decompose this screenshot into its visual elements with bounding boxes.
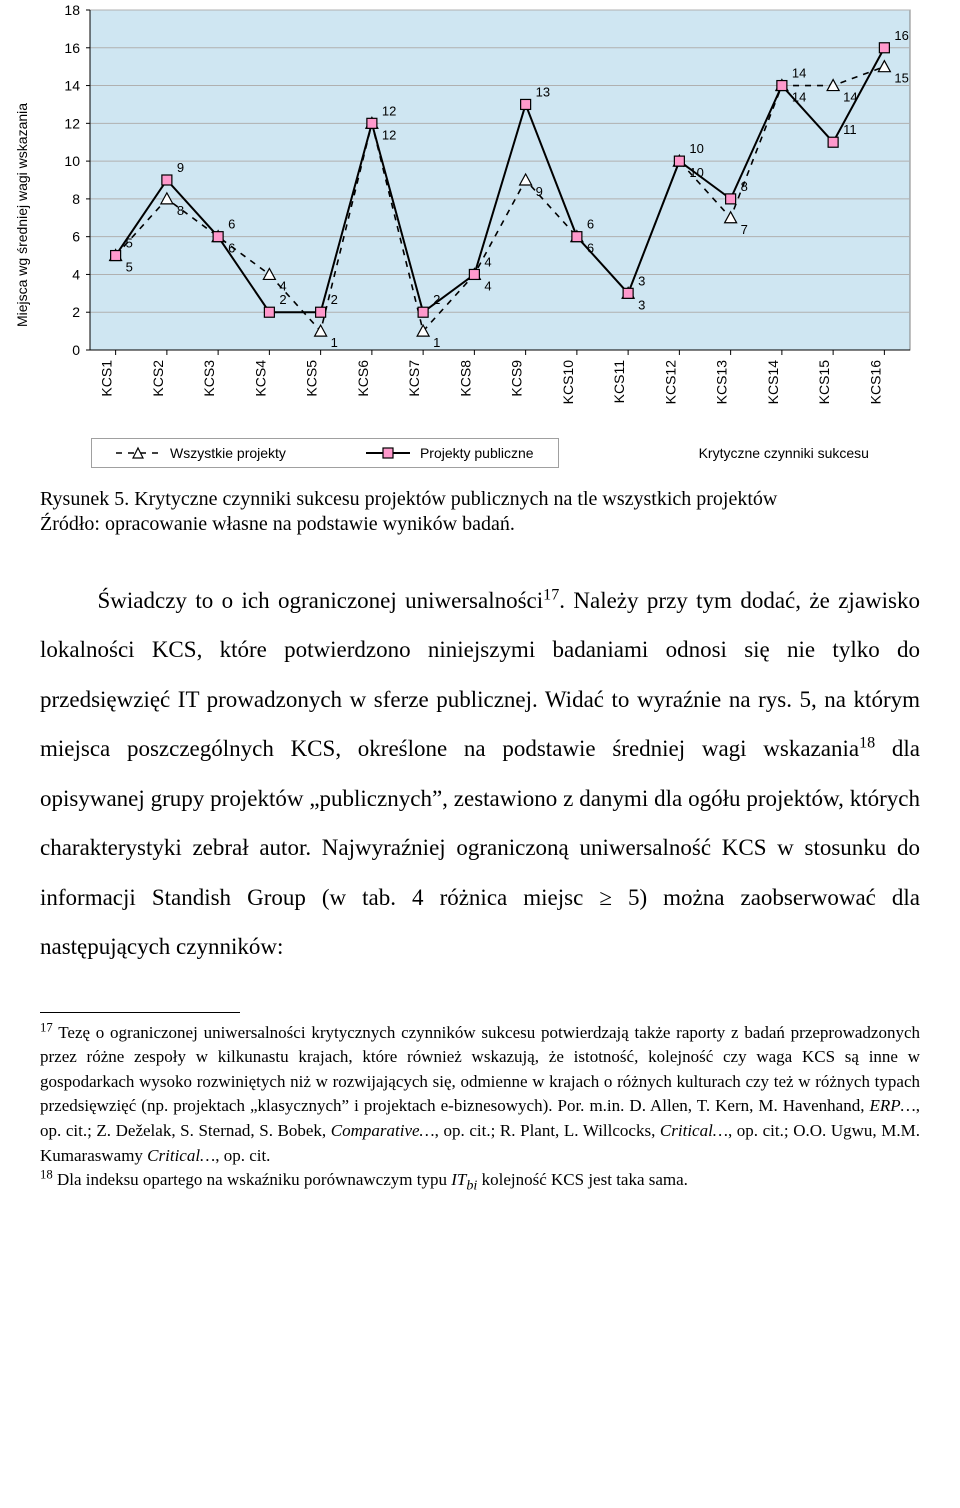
svg-text:6: 6 [228,217,235,232]
legend-item-public: Projekty publiczne [366,445,534,461]
svg-text:KCS8: KCS8 [457,360,473,397]
svg-text:6: 6 [228,241,235,256]
footnote-18: 18 Dla indeksu opartego na wskaźniku por… [40,1168,920,1196]
legend-label-all: Wszystkie projekty [170,445,286,461]
svg-text:3: 3 [638,297,645,312]
svg-text:8: 8 [741,179,748,194]
svg-text:KCS10: KCS10 [560,360,576,405]
footnote-rule [40,1012,240,1013]
legend-box: Wszystkie projekty Projekty publiczne [91,438,559,468]
svg-text:6: 6 [587,217,594,232]
legend-row: Wszystkie projekty Projekty publiczne Kr… [40,438,920,468]
svg-text:2: 2 [72,304,80,320]
svg-text:KCS7: KCS7 [406,360,422,397]
svg-text:6: 6 [587,241,594,256]
svg-text:12: 12 [382,127,396,142]
svg-text:18: 18 [64,2,80,18]
svg-text:14: 14 [843,90,857,105]
svg-text:KCS2: KCS2 [150,360,166,397]
svg-text:7: 7 [741,222,748,237]
svg-text:KCS6: KCS6 [355,360,371,397]
svg-text:2: 2 [331,292,338,307]
footnote-17: 17 Tezę o ograniczonej uniwersalności kr… [40,1021,920,1169]
chart-container: Miejsca wg średniej wagi wskazania 02468… [40,0,920,430]
svg-text:2: 2 [279,292,286,307]
svg-text:KCS16: KCS16 [867,360,883,405]
legend-swatch-public [366,446,410,460]
svg-text:9: 9 [177,160,184,175]
legend-swatch-all [116,446,160,460]
svg-text:14: 14 [792,90,806,105]
svg-text:4: 4 [484,254,491,269]
svg-text:8: 8 [177,203,184,218]
svg-text:KCS1: KCS1 [99,360,115,397]
svg-text:15: 15 [894,71,908,86]
svg-text:KCS11: KCS11 [611,360,627,404]
svg-text:KCS9: KCS9 [509,360,525,397]
svg-text:13: 13 [536,84,550,99]
svg-text:0: 0 [72,342,80,358]
svg-text:10: 10 [689,141,703,156]
svg-text:14: 14 [792,66,806,81]
svg-text:14: 14 [64,78,80,94]
chart-ylabel: Miejsca wg średniej wagi wskazania [14,103,30,327]
svg-text:KCS4: KCS4 [252,360,268,397]
svg-text:11: 11 [843,122,857,137]
svg-text:4: 4 [279,278,286,293]
svg-text:3: 3 [638,273,645,288]
figure-title: Krytyczne czynniki sukcesu projektów pub… [134,488,777,510]
svg-text:1: 1 [433,335,440,350]
svg-text:KCS5: KCS5 [304,360,320,397]
svg-text:KCS14: KCS14 [765,360,781,405]
svg-text:KCS3: KCS3 [201,360,217,397]
legend-label-public: Projekty publiczne [420,445,534,461]
svg-text:12: 12 [382,103,396,118]
svg-text:4: 4 [484,278,491,293]
svg-text:9: 9 [536,184,543,199]
svg-text:KCS15: KCS15 [816,360,832,405]
legend-item-all: Wszystkie projekty [116,445,286,461]
svg-text:8: 8 [72,191,80,207]
svg-text:KCS13: KCS13 [714,360,730,405]
figure-source: Źródło: opracowanie własne na podstawie … [40,513,920,536]
svg-text:12: 12 [64,115,80,131]
svg-text:16: 16 [64,40,80,56]
legend-right-label: Krytyczne czynniki sukcesu [699,445,869,461]
footnotes: 17 Tezę o ograniczonej uniwersalności kr… [40,1021,920,1197]
svg-text:10: 10 [64,153,80,169]
svg-text:2: 2 [433,292,440,307]
svg-text:4: 4 [72,266,80,282]
svg-text:1: 1 [331,335,338,350]
svg-text:KCS12: KCS12 [662,360,678,405]
body-paragraph: Świadczy to o ich ograniczonej uniwersal… [40,576,920,972]
svg-text:16: 16 [894,28,908,43]
chart-svg: 024681012141618KCS1KCS2KCS3KCS4KCS5KCS6K… [40,0,920,430]
figure-number: Rysunek 5. [40,488,129,510]
svg-text:5: 5 [126,236,133,251]
svg-text:5: 5 [126,260,133,275]
svg-text:6: 6 [72,229,80,245]
figure-caption: Rysunek 5. Krytyczne czynniki sukcesu pr… [40,488,920,511]
svg-text:10: 10 [689,165,703,180]
